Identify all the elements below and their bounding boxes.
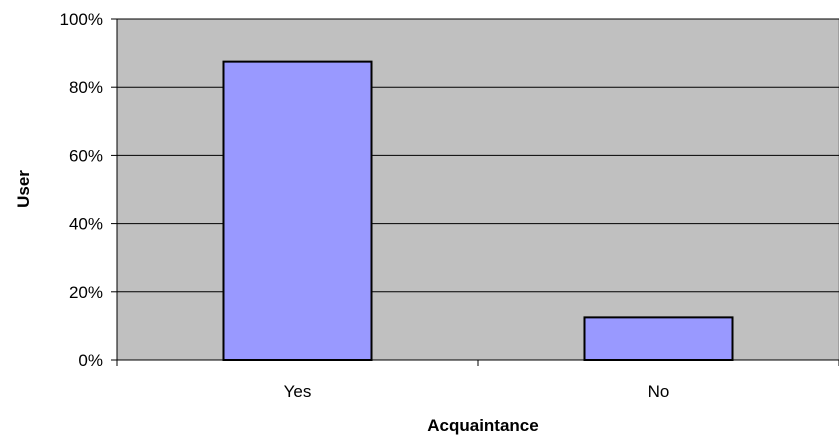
x-tick-label: No xyxy=(648,382,670,401)
bar-yes xyxy=(222,60,373,361)
y-tick-label: 40% xyxy=(69,215,103,234)
bars xyxy=(222,60,734,361)
bar-no xyxy=(583,316,734,361)
x-tick-label: Yes xyxy=(284,382,312,401)
y-tick-label: 80% xyxy=(69,78,103,97)
y-tick-label: 0% xyxy=(78,351,103,370)
y-tick-label: 20% xyxy=(69,283,103,302)
x-axis-title: Acquaintance xyxy=(427,416,538,435)
axes xyxy=(111,18,839,366)
y-tick-label: 60% xyxy=(69,146,103,165)
y-tick-label: 100% xyxy=(60,10,103,29)
y-axis-title: User xyxy=(14,170,33,208)
tick-labels: 0% 20% 40% 60% 80% 100% Yes No xyxy=(60,10,670,401)
